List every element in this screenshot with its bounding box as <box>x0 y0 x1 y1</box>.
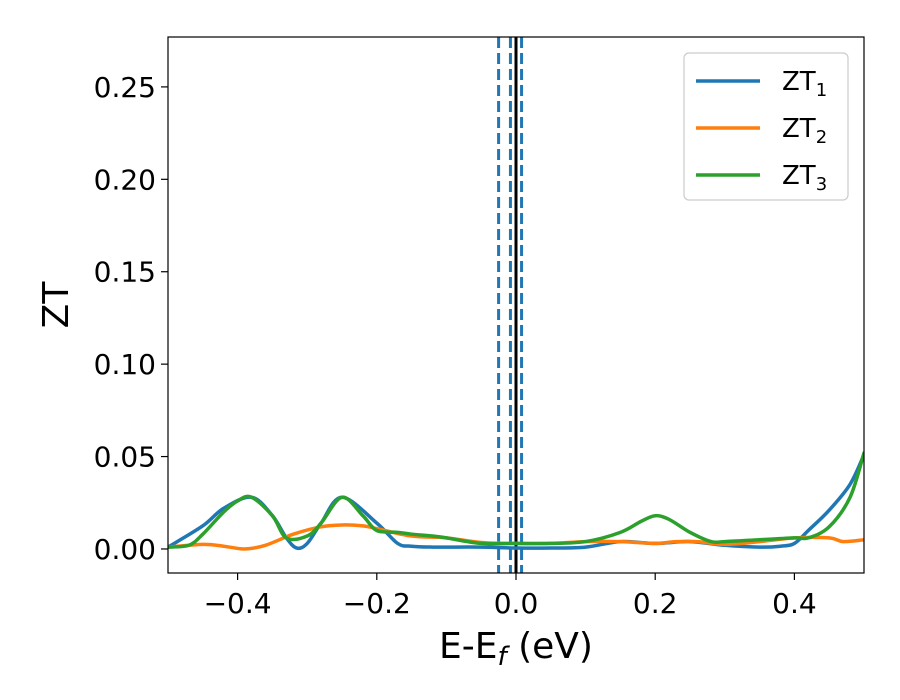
series-lines <box>168 451 864 551</box>
reference-lines <box>497 37 524 573</box>
legend-item-zt3: ZT3 <box>696 161 827 195</box>
legend: ZT1 ZT2 ZT3 <box>683 52 849 201</box>
x-axis: −0.4 −0.2 0.0 0.2 0.4 <box>204 573 817 620</box>
x-tick-label: 0.2 <box>633 587 678 620</box>
y-tick-label: 0.25 <box>94 71 156 104</box>
y-tick-label: 0.00 <box>94 533 156 566</box>
legend-item-zt2: ZT2 <box>696 114 827 148</box>
x-tick-label: −0.2 <box>343 587 411 620</box>
y-tick-label: 0.20 <box>94 163 156 196</box>
x-axis-label-unit: (eV) <box>507 626 593 667</box>
x-axis-label-main: E-E <box>439 626 497 667</box>
legend-label: ZT3 <box>782 161 827 195</box>
x-tick-label: 0.0 <box>494 587 539 620</box>
x-tick-label: 0.4 <box>772 587 817 620</box>
x-tick-label: −0.4 <box>204 587 272 620</box>
legend-box <box>683 52 849 201</box>
y-axis: 0.00 0.05 0.10 0.15 0.20 0.25 <box>94 71 168 566</box>
y-tick-label: 0.05 <box>94 441 156 474</box>
legend-item-zt1: ZT1 <box>696 67 827 101</box>
legend-label: ZT1 <box>782 67 827 101</box>
y-axis-label: ZT <box>36 281 77 329</box>
legend-label: ZT2 <box>782 114 827 148</box>
series-line-zt3 <box>168 451 864 549</box>
y-tick-label: 0.10 <box>94 348 156 381</box>
x-axis-label: E-Ef (eV) <box>439 626 593 672</box>
y-tick-label: 0.15 <box>94 256 156 289</box>
